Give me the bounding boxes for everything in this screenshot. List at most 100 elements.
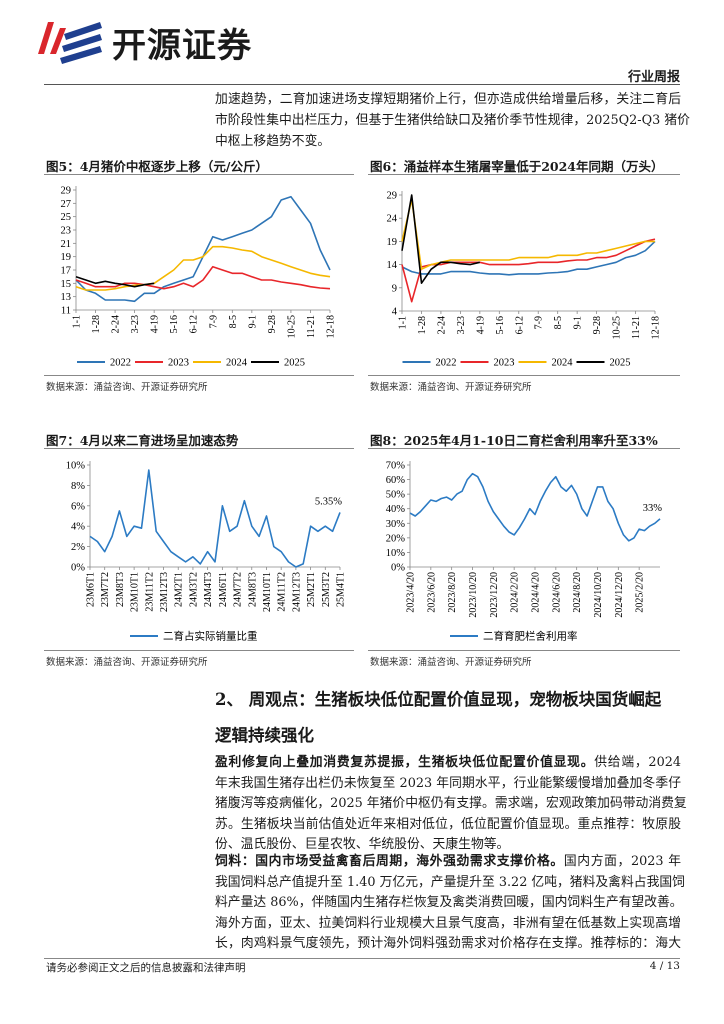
- x-tick-label: 9-28: [267, 315, 278, 333]
- legend-label: 2024: [226, 358, 248, 369]
- x-tick-label: 9-1: [247, 315, 258, 328]
- source-rule: [368, 375, 680, 376]
- x-tick-label: 12-18: [651, 316, 662, 339]
- legend-label: 二育占实际销量比重: [163, 630, 258, 643]
- x-tick-label: 2023/4/20: [406, 572, 417, 613]
- lead: 饲料：国内市场受益禽畜后周期，海外强劲需求支撑价格。: [215, 854, 564, 869]
- logo-text: 开源证券: [112, 26, 252, 66]
- text: 供给端，2024: [594, 755, 681, 770]
- x-tick-label: 11-21: [306, 315, 317, 338]
- x-tick-label: 24M3T2: [188, 572, 199, 607]
- lead: 盈利修复向上叠加消费复苏提振，生猪板块低位配置价值显现。: [215, 755, 595, 770]
- y-tick-label: 0%: [71, 563, 85, 574]
- disclaimer: 请务必参阅正文之后的信息披露和法律声明: [46, 962, 246, 974]
- text-line: 加速趋势，二育加速进场支撑短期猪价上行，但亦造成供给增量后移，关注二育后: [215, 92, 681, 107]
- x-tick-label: 8-5: [553, 316, 564, 329]
- x-tick-label: 9-28: [592, 316, 603, 334]
- x-tick-label: 1-1: [72, 315, 83, 328]
- y-tick-label: 27: [61, 199, 72, 210]
- y-tick-label: 21: [61, 239, 72, 250]
- y-tick-label: 30%: [386, 519, 406, 530]
- x-tick-label: 24M8T3: [247, 572, 258, 607]
- x-tick-label: 9-1: [573, 316, 584, 329]
- text-line: 中枢上移趋势不变。: [215, 134, 331, 149]
- y-tick-label: 60%: [386, 475, 406, 486]
- source-rule: [44, 650, 354, 651]
- x-tick-label: 2025/2/20: [635, 572, 646, 613]
- x-tick-label: 24M11T2: [277, 572, 288, 612]
- y-tick-label: 11: [61, 306, 71, 317]
- y-tick-label: 15: [61, 279, 72, 290]
- text-line: 猪腹泻等疫病催化，2025 年猪价中枢仍有支撑。需求端，宏观政策加码带动消费复: [215, 796, 687, 811]
- x-tick-label: 2024/12/20: [614, 572, 625, 618]
- title-rule: [44, 174, 354, 175]
- source-rule: [368, 650, 680, 651]
- annotation: 33%: [643, 503, 663, 514]
- x-tick-label: 1-28: [91, 315, 102, 333]
- x-tick-label: 24M2T1: [174, 572, 185, 607]
- y-tick-label: 20%: [386, 533, 406, 544]
- figure-title: 图5：4月猪价中枢逐步上移（元/公斤）: [46, 159, 268, 174]
- series-line: [89, 469, 341, 568]
- text: 国内方面，2023 年: [563, 854, 681, 869]
- y-tick-label: 6%: [71, 501, 85, 512]
- x-tick-label: 23M7T2: [100, 572, 111, 607]
- x-tick-label: 2023/6/20: [426, 572, 437, 613]
- x-tick-label: 2-24: [436, 316, 447, 334]
- figure-source: 数据来源：涌益咨询、开源证券研究所: [370, 657, 532, 668]
- x-tick-label: 2023/10/20: [468, 572, 479, 618]
- source-rule: [44, 375, 354, 376]
- x-tick-label: 23M10T1: [130, 572, 141, 612]
- x-tick-label: 5-16: [495, 316, 506, 334]
- legend-label: 二育育肥栏舍利用率: [483, 630, 578, 643]
- legend-label: 2022: [436, 358, 457, 369]
- x-tick-label: 10-25: [612, 316, 623, 339]
- y-tick-label: 13: [61, 292, 72, 303]
- x-tick-label: 10-25: [286, 315, 297, 338]
- series-line: [401, 198, 655, 270]
- series-line: [75, 245, 331, 291]
- x-tick-label: 8-5: [228, 315, 239, 328]
- series-line: [401, 238, 656, 303]
- y-tick-label: 14: [387, 260, 398, 271]
- title-rule: [368, 174, 680, 175]
- figure-source: 数据来源：涌益咨询、开源证券研究所: [46, 382, 208, 393]
- x-tick-label: 24M10T1: [262, 572, 273, 612]
- logo-mark: [38, 22, 102, 64]
- title-rule: [44, 448, 354, 449]
- y-tick-label: 40%: [386, 504, 406, 515]
- header-rule: [44, 84, 680, 85]
- x-tick-label: 3-23: [456, 316, 467, 334]
- x-tick-label: 24M4T3: [203, 572, 214, 607]
- x-tick-label: 2024/2/20: [510, 572, 521, 613]
- legend-label: 2025: [610, 358, 631, 369]
- x-tick-label: 23M6T1: [86, 572, 97, 607]
- y-tick-label: 0%: [391, 563, 405, 574]
- y-tick-label: 4: [392, 307, 398, 318]
- text-line: 份、温氏股份、巨星农牧、华统股份、天康生物等。: [215, 837, 510, 852]
- figure-source: 数据来源：涌益咨询、开源证券研究所: [370, 382, 532, 393]
- text-line: 苏。生猪板块当前估值处近年来相对低位，低位配置价值显现。重点推荐：牧原股: [215, 816, 681, 832]
- y-tick-label: 24: [387, 214, 398, 225]
- section-heading: 逻辑持续强化: [215, 726, 314, 745]
- x-tick-label: 23M8T3: [115, 572, 126, 607]
- y-tick-label: 29: [387, 191, 398, 202]
- x-tick-label: 24M6T1: [218, 572, 229, 607]
- y-tick-label: 19: [387, 237, 398, 248]
- text-line: 料产量达 86%，伴随国内生猪存栏恢复及禽类消费回暖，国内饲料生产有望改善。: [215, 895, 683, 910]
- text-line: 饲料：国内市场受益禽畜后周期，海外强劲需求支撑价格。国内方面，2023 年: [215, 854, 681, 870]
- title-rule: [368, 448, 680, 449]
- legend-label: 2023: [168, 358, 189, 369]
- x-tick-label: 12-18: [326, 315, 337, 338]
- section-heading: 2、 周观点：生猪板块低位配置价值显现，宠物板块国货崛起: [215, 690, 662, 709]
- y-tick-label: 10%: [66, 461, 86, 472]
- y-tick-label: 50%: [386, 490, 406, 501]
- x-tick-label: 4-19: [150, 315, 161, 333]
- report-tag: 行业周报: [627, 70, 680, 85]
- x-tick-label: 1-1: [398, 316, 409, 329]
- x-tick-label: 23M12T3: [159, 572, 170, 612]
- y-tick-label: 10%: [386, 548, 406, 559]
- x-tick-label: 2024/8/20: [572, 572, 583, 613]
- y-tick-label: 2%: [71, 542, 85, 553]
- y-tick-label: 70%: [386, 461, 406, 472]
